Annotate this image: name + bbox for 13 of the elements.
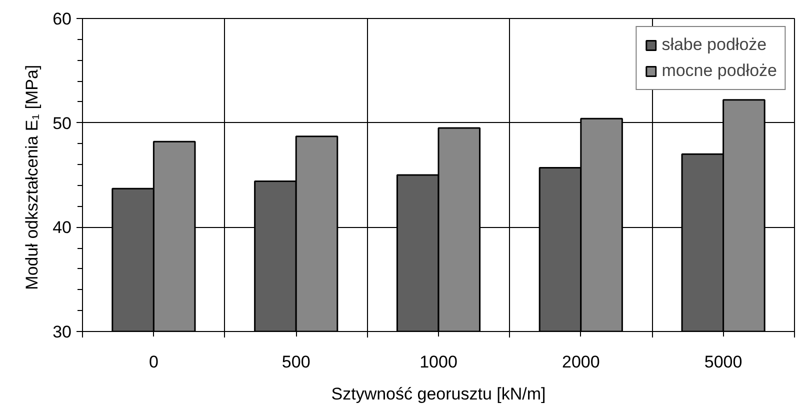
x-axis-title: Sztywność georusztu [kN/m] [331, 384, 546, 404]
y-tick-label: 60 [52, 10, 72, 28]
x-tick-label: 500 [282, 352, 310, 372]
legend-label: mocne podłoże [662, 61, 777, 81]
x-tick-label: 5000 [704, 352, 742, 372]
y-axis-title: Moduł odkształcenia E₁ [MPa] [22, 64, 42, 290]
x-tick-label: 2000 [562, 352, 600, 372]
x-tick-label: 1000 [420, 352, 458, 372]
legend-label: słabe podłoże [662, 35, 767, 55]
y-tick-label: 30 [52, 322, 72, 342]
y-tick-label: 40 [52, 218, 72, 238]
x-tick-label: 0 [148, 352, 158, 372]
y-tick-label: 50 [52, 114, 72, 133]
